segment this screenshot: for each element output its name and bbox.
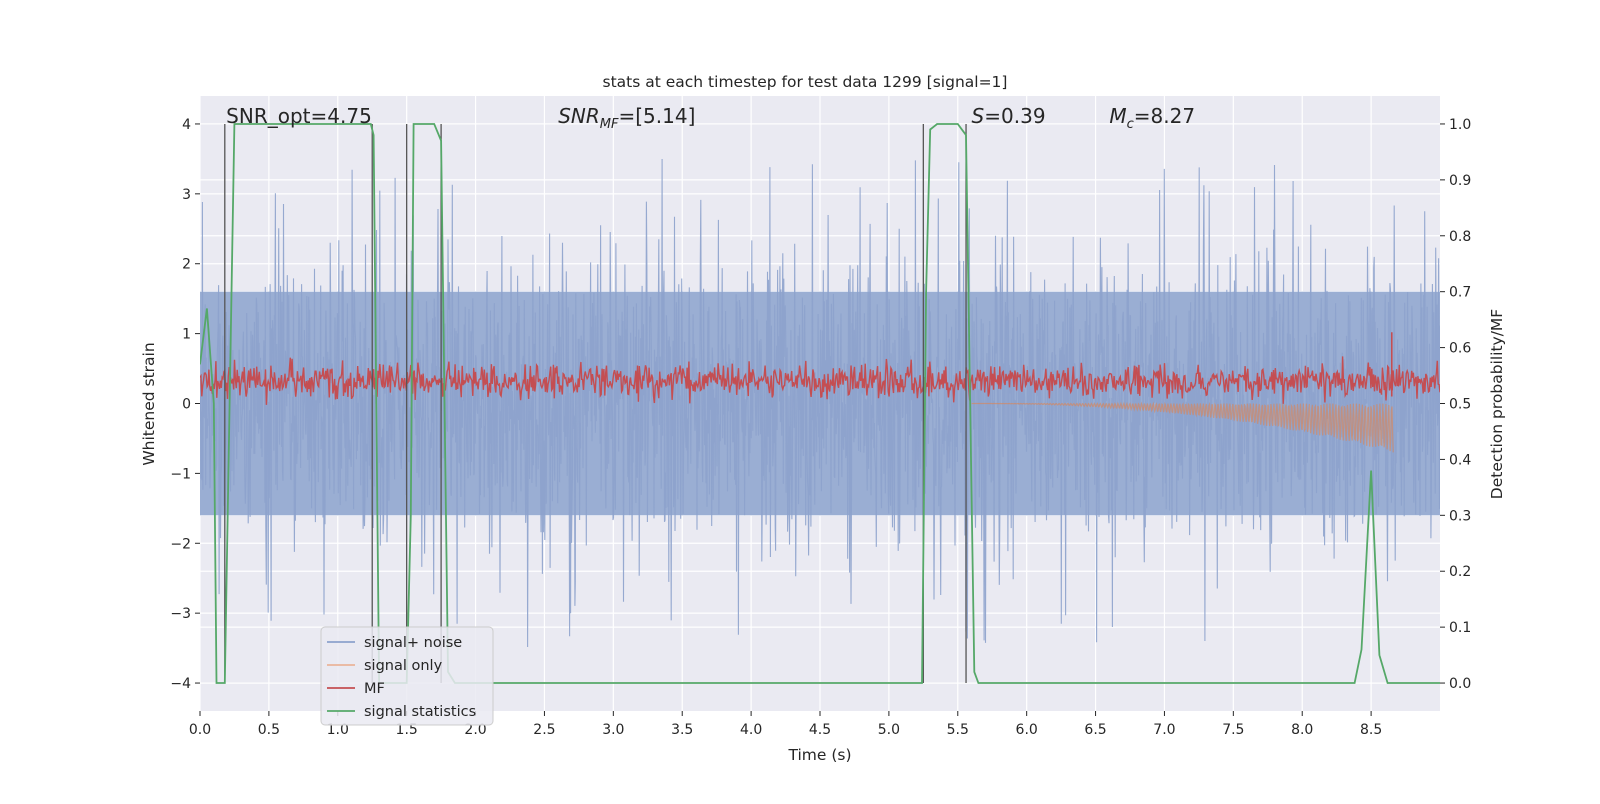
y-right-tick-label: 1.0 [1449,117,1471,133]
y-left-tick-label: −3 [170,606,191,622]
x-tick-label: 7.0 [1153,722,1175,738]
annotation-mc_val: Mc=8.27 [1109,104,1195,132]
stat-trace [200,123,1440,684]
y-left-tick-label: 2 [182,257,191,273]
y-right-tick-label: 0.3 [1449,508,1471,524]
x-axis-label: Time (s) [787,746,851,764]
legend: signal+ noise signal only MF signal statist… [320,626,494,726]
y-left-tick-label: 3 [182,187,191,203]
x-tick-label: 0.5 [258,722,280,738]
y-axis-left-label: Whitened strain [140,342,158,465]
y-left-tick-label: 0 [182,397,191,413]
legend-label: signal statistics [364,704,476,720]
x-tick-label: 2.5 [533,722,555,738]
x-tick-label: 3.0 [602,722,624,738]
x-tick-label: 3.5 [671,722,693,738]
y-left-tick-label: −4 [170,676,191,692]
annotation-snr_mf: SNRMF=[5.14] [558,104,695,132]
y-right-tick-label: 0.9 [1449,173,1471,189]
x-tick-label: 1.0 [327,722,349,738]
y-axis-right-label: Detection probability/MF [1488,309,1506,500]
y-right-tick-label: 0.8 [1449,229,1471,245]
legend-box [320,626,494,726]
chirp-trace [971,401,1394,453]
legend-label: signal+ noise [364,635,462,651]
x-tick-label: 8.0 [1291,722,1313,738]
annotation-s_val: S=0.39 [972,104,1046,128]
y-left-tick-label: 4 [182,117,191,133]
x-tick-label: 5.0 [878,722,900,738]
y-right-tick-label: 0.5 [1449,397,1471,413]
series-signal-statistics [200,123,1440,684]
x-tick-label: 4.0 [740,722,762,738]
legend-label: MF [364,681,385,697]
y-axis-left-ticks: −4 −3 −2 −1 0 1 2 3 4 [170,117,200,692]
legend-label: signal only [364,658,443,674]
y-left-tick-label: 1 [182,327,191,343]
x-tick-label: 6.0 [1016,722,1038,738]
x-tick-label: 1.5 [396,722,418,738]
series-signal-only [971,401,1394,453]
y-right-tick-label: 0.2 [1449,564,1471,580]
y-right-tick-label: 0.4 [1449,452,1471,468]
x-tick-label: 2.0 [464,722,486,738]
y-left-tick-label: −1 [170,466,191,482]
annotation-snr_opt: SNR_opt=4.75 [226,104,372,128]
x-tick-label: 0.0 [189,722,211,738]
x-tick-label: 7.5 [1222,722,1244,738]
vertical-markers [224,123,967,684]
chart-title: stats at each timestep for test data 129… [603,73,1008,91]
y-left-tick-label: −2 [170,536,191,552]
x-tick-label: 8.5 [1360,722,1382,738]
y-axis-right-ticks: 0.0 0.1 0.2 0.3 0.4 0.5 0.6 0.7 0.8 0.9 1.0 [1440,117,1471,692]
x-axis-ticks: 0.0 0.5 1.0 1.5 2.0 2.5 3.0 3.5 4.0 4.5 5.0 5.5 6.0 6… [189,711,1382,738]
x-tick-label: 4.5 [809,722,831,738]
x-tick-label: 6.5 [1084,722,1106,738]
annotations: SNR_opt=4.75 SNRMF=[5.14] S=0.39 Mc=8.27 [226,104,1195,132]
y-right-tick-label: 0.0 [1449,676,1471,692]
y-right-tick-label: 0.1 [1449,620,1471,636]
x-tick-label: 5.5 [947,722,969,738]
y-right-tick-label: 0.7 [1449,285,1471,301]
y-right-tick-label: 0.6 [1449,341,1471,357]
